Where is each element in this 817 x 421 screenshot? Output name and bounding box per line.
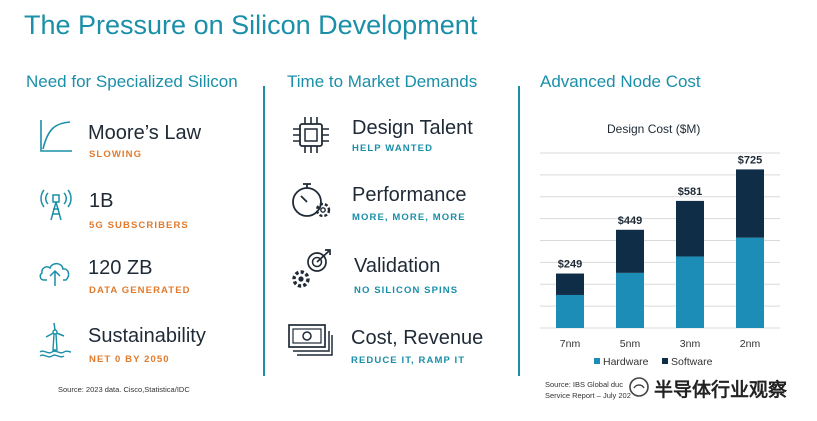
legend-label-software: Software bbox=[671, 356, 713, 368]
item-subtitle-net0: NET 0 BY 2050 bbox=[89, 354, 170, 365]
legend-label-hardware: Hardware bbox=[603, 356, 649, 368]
total-label-3nm: $581 bbox=[678, 186, 702, 198]
watermark-text: 半导体行业观察 bbox=[654, 380, 788, 401]
bar-software-3nm bbox=[676, 200, 704, 257]
column-heading-node-cost: Advanced Node Cost bbox=[540, 72, 701, 91]
bar-hardware-5nm bbox=[616, 272, 644, 328]
stopwatch-gear-icon bbox=[292, 183, 331, 218]
item-title-moores-law: Moore’s Law bbox=[88, 122, 202, 144]
bar-hardware-7nm bbox=[556, 294, 584, 328]
total-label-2nm: $725 bbox=[738, 154, 762, 166]
page-title: The Pressure on Silicon Development bbox=[24, 10, 478, 40]
column-heading-specialized-silicon: Need for Specialized Silicon bbox=[26, 72, 238, 91]
item-subtitle-no-spins: NO SILICON SPINS bbox=[354, 285, 459, 296]
item-subtitle-reduce: REDUCE IT, RAMP IT bbox=[351, 355, 466, 366]
item-subtitle-slowing: SLOWING bbox=[89, 149, 143, 160]
bar-software-7nm bbox=[556, 273, 584, 295]
wechat-logo-icon bbox=[629, 377, 649, 397]
item-subtitle-data: DATA GENERATED bbox=[89, 285, 191, 296]
item-title-performance: Performance bbox=[352, 184, 467, 206]
design-cost-chart: $249 7nm $449 5nm $581 3nm $725 2nm Hardware Soft… bbox=[540, 152, 780, 368]
source-note-right-1: Source: IBS Global duc bbox=[545, 380, 623, 389]
column-heading-time-to-market: Time to Market Demands bbox=[287, 72, 478, 91]
cloud-upload-icon bbox=[39, 262, 70, 286]
legend-swatch-hardware bbox=[594, 358, 600, 364]
x-tick-label-2nm: 2nm bbox=[740, 338, 761, 350]
total-label-7nm: $249 bbox=[558, 259, 582, 271]
item-subtitle-5g: 5G SUBSCRIBERS bbox=[89, 220, 189, 231]
source-note-right-2: Service Report – July 202 bbox=[545, 391, 631, 400]
total-label-5nm: $449 bbox=[618, 215, 642, 227]
bar-software-5nm bbox=[616, 229, 644, 273]
curve-icon bbox=[40, 120, 72, 152]
wind-turbine-icon bbox=[39, 322, 72, 358]
divider-right bbox=[518, 86, 520, 376]
source-note-left: Source: 2023 data. Cisco,Statistica/IDC bbox=[58, 385, 190, 394]
chip-icon bbox=[293, 117, 329, 153]
divider-left bbox=[263, 86, 265, 376]
item-subtitle-help-wanted: HELP WANTED bbox=[352, 143, 434, 154]
item-subtitle-more: MORE, MORE, MORE bbox=[352, 212, 466, 223]
item-title-design-talent: Design Talent bbox=[352, 117, 473, 139]
item-title-cost-revenue: Cost, Revenue bbox=[351, 327, 484, 349]
bar-hardware-2nm bbox=[736, 237, 764, 328]
gears-target-icon bbox=[292, 249, 331, 288]
item-title-120zb: 120 ZB bbox=[88, 257, 153, 279]
item-title-validation: Validation bbox=[354, 255, 441, 277]
x-tick-label-3nm: 3nm bbox=[680, 338, 701, 350]
legend-swatch-software bbox=[662, 358, 668, 364]
bar-software-2nm bbox=[736, 169, 764, 238]
x-tick-label-5nm: 5nm bbox=[620, 338, 641, 350]
item-title-sustainability: Sustainability bbox=[88, 325, 206, 347]
antenna-icon bbox=[40, 189, 72, 221]
item-title-1b: 1B bbox=[89, 190, 114, 212]
bar-hardware-3nm bbox=[676, 256, 704, 328]
x-tick-label-7nm: 7nm bbox=[560, 338, 581, 350]
money-icon bbox=[288, 324, 333, 356]
chart-title: Design Cost ($M) bbox=[607, 122, 701, 136]
